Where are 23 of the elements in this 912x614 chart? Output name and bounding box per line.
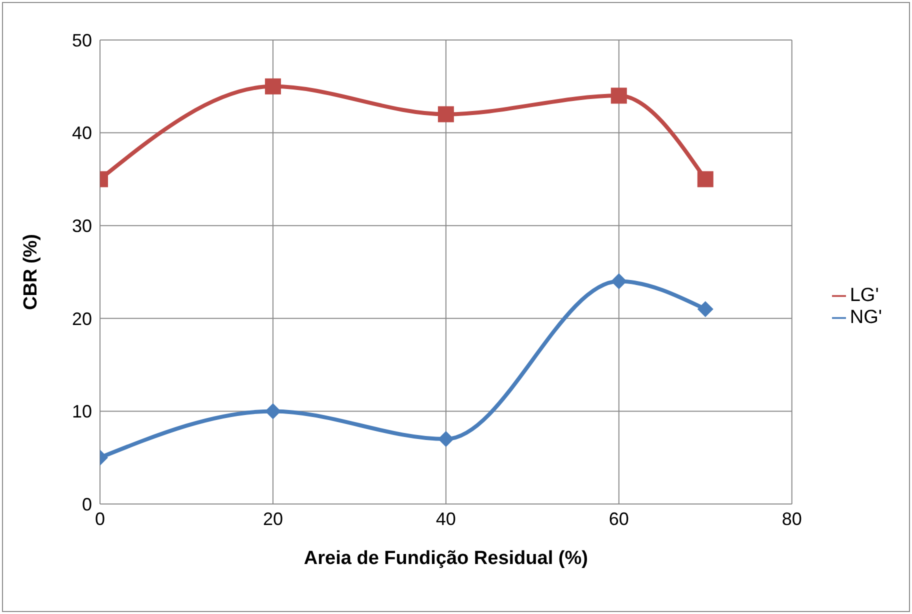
x-tick-label: 20: [262, 508, 283, 529]
y-tick-label: 10: [72, 402, 92, 422]
point: [610, 88, 627, 104]
point: [697, 301, 714, 318]
x-tick-label: 0: [94, 508, 106, 529]
point: [264, 403, 281, 420]
point: [438, 431, 454, 448]
y-tick-label: 40: [72, 123, 92, 144]
point: [697, 171, 714, 188]
point: [438, 106, 454, 122]
x-tick-label: 40: [436, 508, 456, 529]
y-tick-label: 30: [72, 216, 92, 236]
y-tick-label: 20: [72, 308, 92, 329]
x-tick-label: 60: [608, 508, 629, 529]
point: [610, 273, 627, 290]
x-tick-label: 80: [782, 508, 802, 529]
y-tick-label: 50: [72, 30, 92, 50]
legend-label: NG': [850, 307, 882, 328]
y-axis-title: CBR (%): [20, 234, 42, 310]
y-tick-label: 0: [82, 494, 92, 514]
x-axis-title: Areia de Fundição Residual (%): [304, 548, 588, 569]
point: [264, 78, 281, 94]
legend-label: LG': [850, 285, 879, 306]
